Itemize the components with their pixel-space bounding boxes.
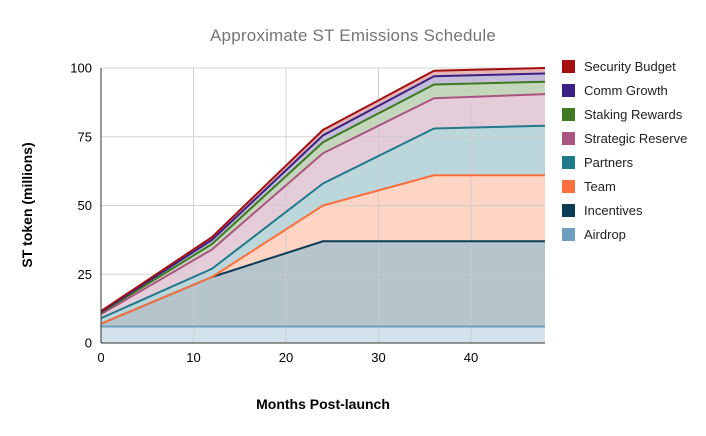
x-tick-label: 30 (371, 350, 385, 365)
legend-item-partners: Partners (562, 156, 687, 169)
legend-swatch (562, 228, 575, 241)
chart-title: Approximate ST Emissions Schedule (210, 26, 496, 45)
legend-label: Staking Rewards (584, 107, 683, 122)
legend-label: Security Budget (584, 59, 676, 74)
legend-item-team: Team (562, 180, 687, 193)
legend-item-airdrop: Airdrop (562, 228, 687, 241)
line-team (100, 174, 545, 325)
legend-label: Comm Growth (584, 83, 668, 98)
x-tick-label: 40 (464, 350, 478, 365)
x-axis-title: Months Post-launch (256, 396, 390, 412)
y-tick-label: 75 (78, 129, 92, 144)
legend-item-incentives: Incentives (562, 204, 687, 217)
area-team (101, 175, 545, 324)
y-tick-label: 0 (85, 336, 92, 351)
y-tick-label: 50 (78, 198, 92, 213)
area-strategic-reserve (101, 94, 545, 319)
legend-swatch (562, 60, 575, 73)
line-security-budget (100, 67, 546, 312)
x-tick-label: 20 (279, 350, 293, 365)
legend-label: Strategic Reserve (584, 131, 688, 146)
legend-swatch (562, 156, 575, 169)
legend-label: Team (584, 179, 616, 194)
legend-swatch (562, 180, 575, 193)
legend-swatch (562, 108, 575, 121)
x-tick-label: 0 (97, 350, 104, 365)
y-tick-label: 25 (78, 267, 92, 282)
x-tick-label: 10 (186, 350, 200, 365)
legend-label: Incentives (584, 203, 643, 218)
legend-swatch (562, 84, 575, 97)
legend-label: Partners (584, 155, 634, 170)
line-comm-growth (100, 72, 546, 313)
line-strategic-reserve (100, 93, 546, 315)
legend-swatch (562, 132, 575, 145)
legend-swatch (562, 204, 575, 217)
area-incentives (101, 241, 545, 327)
legend-item-security-budget: Security Budget (562, 60, 687, 73)
area-airdrop (101, 326, 545, 343)
legend-item-comm-growth: Comm Growth (562, 84, 687, 97)
legend-item-strategic-reserve: Strategic Reserve (562, 132, 687, 145)
legend: Security Budget Comm Growth Staking Reward… (562, 60, 687, 241)
legend-label: Airdrop (584, 227, 626, 242)
line-partners (100, 124, 546, 320)
legend-item-staking-rewards: Staking Rewards (562, 108, 687, 121)
y-tick-label: 100 (70, 61, 92, 76)
line-staking-rewards (100, 80, 546, 314)
